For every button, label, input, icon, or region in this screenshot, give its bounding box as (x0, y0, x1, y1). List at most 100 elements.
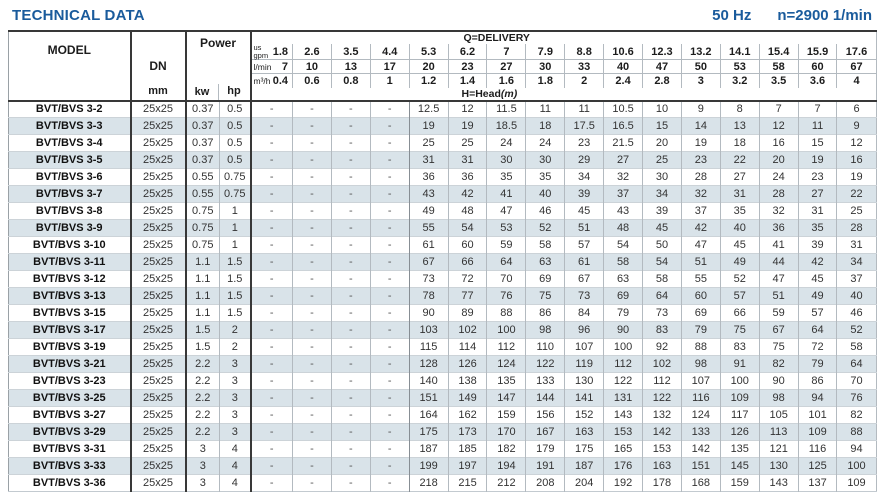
dn-cell: 25x25 (130, 202, 187, 220)
head-cell: 86 (525, 304, 565, 322)
delivery-header-label: Q=DELIVERY (463, 32, 530, 44)
head-cell: 25 (642, 151, 682, 169)
delivery-value: 3.5 (330, 44, 371, 60)
head-cell: 116 (680, 389, 721, 407)
head-cell: 151 (680, 457, 721, 475)
head-cell: 215 (447, 474, 487, 492)
head-cell: 77 (447, 287, 487, 305)
head-cell: 110 (525, 338, 565, 356)
head-cell: 79 (680, 321, 721, 339)
delivery-value: 3 (680, 73, 721, 88)
delivery-value: 1.8 (272, 45, 288, 58)
head-cell: 60 (680, 287, 721, 305)
head-cell: 31 (719, 185, 760, 203)
head-cell: 112 (642, 372, 682, 390)
head-cell: 55 (408, 219, 449, 237)
head-cell: 22 (836, 185, 877, 203)
dash-cell: - (330, 321, 371, 339)
head-cell: 39 (642, 202, 682, 220)
kw-cell: 1.5 (185, 338, 220, 356)
table-row: BVT/BVS 3-19 25x25 1.5 2- - - -115 114 112 110 107… (8, 338, 877, 356)
head-cell: 78 (408, 287, 449, 305)
head-cell: 46 (836, 304, 877, 322)
dash-cell: - (292, 270, 332, 288)
delivery-unit-cell: l/min 7 (250, 59, 293, 74)
dash-cell: - (369, 474, 410, 492)
head-cell: 47 (758, 270, 799, 288)
hp-cell: 1 (219, 202, 252, 220)
head-cell: 140 (408, 372, 449, 390)
kw-cell: 0.55 (185, 185, 220, 203)
dash-cell: - (369, 151, 410, 169)
head-cell: 6 (836, 100, 877, 118)
delivery-value: 2.6 (292, 44, 332, 60)
head-cell: 76 (836, 389, 877, 407)
head-cell: 16.5 (603, 117, 643, 135)
table-row: BVT/BVS 3-11 25x25 1.1 1.5- - - -67 66 64 63 61 58 5… (8, 253, 877, 271)
delivery-value: 10 (292, 59, 332, 74)
head-cell: 126 (719, 423, 760, 441)
head-cell: 52 (525, 219, 565, 237)
delivery-value: 5.3 (408, 44, 449, 60)
dn-cell: 25x25 (130, 355, 187, 373)
head-cell: 69 (603, 287, 643, 305)
head-cell: 178 (642, 474, 682, 492)
head-cell: 25 (408, 134, 449, 152)
head-cell: 23 (680, 151, 721, 169)
head-cell: 12 (447, 100, 487, 118)
head-cell: 50 (642, 236, 682, 254)
head-cell: 101 (797, 406, 837, 424)
head-cell: 92 (642, 338, 682, 356)
head-cell: 57 (797, 304, 837, 322)
dash-cell: - (250, 355, 293, 373)
head-cell: 98 (680, 355, 721, 373)
head-cell: 34 (836, 253, 877, 271)
head-cell: 72 (797, 338, 837, 356)
head-cell: 42 (680, 219, 721, 237)
kw-cell: 1.1 (185, 270, 220, 288)
hp-cell: 0.75 (219, 185, 252, 203)
table-row: BVT/BVS 3-29 25x25 2.2 3- - - -175 173 170 167 163… (8, 423, 877, 441)
delivery-row-m3h: m³/h 0.4 0.6 0.8 1 1.2 1.4 1.6 1.8 2 2.4 2.8 3 3.2 3.5… (9, 73, 877, 88)
head-cell: 121 (758, 440, 799, 458)
delivery-row-usgpm: us gpm 1.8 2.6 3.5 4.4 5.3 6.2 7 7.9 8.8 10.6 12.3 13… (9, 44, 877, 60)
kw-cell: 0.37 (185, 134, 220, 152)
model-cell: BVT/BVS 3-2 (8, 100, 132, 118)
dash-cell: - (292, 202, 332, 220)
head-cell: 39 (797, 236, 837, 254)
head-cell: 72 (447, 270, 487, 288)
dash-cell: - (250, 253, 293, 271)
hp-cell: 1.5 (219, 287, 252, 305)
dash-cell: - (369, 168, 410, 186)
delivery-value: 4.4 (369, 44, 410, 60)
kw-cell: 0.37 (185, 100, 220, 118)
dn-cell: 25x25 (130, 338, 187, 356)
head-cell: 35 (525, 168, 565, 186)
dash-cell: - (250, 321, 293, 339)
head-cell: 156 (525, 406, 565, 424)
head-cell: 11.5 (486, 100, 526, 118)
hp-cell: 0.75 (219, 168, 252, 186)
head-cell: 55 (680, 270, 721, 288)
head-cell: 105 (758, 406, 799, 424)
head-cell: 187 (408, 440, 449, 458)
head-cell: 51 (680, 253, 721, 271)
model-cell: BVT/BVS 3-12 (8, 270, 132, 288)
hp-cell: 4 (219, 457, 252, 475)
dn-cell: 25x25 (130, 474, 187, 492)
dash-cell: - (250, 338, 293, 356)
delivery-unit-cell: m³/h 0.4 (251, 74, 293, 88)
dash-cell: - (292, 372, 332, 390)
dash-cell: - (369, 134, 410, 152)
head-cell: 37 (836, 270, 877, 288)
dash-cell: - (292, 355, 332, 373)
kw-cell: 0.37 (185, 117, 220, 135)
head-cell: 98 (758, 389, 799, 407)
head-cell: 47 (486, 202, 526, 220)
head-cell: 194 (486, 457, 526, 475)
head-cell: 107 (564, 338, 604, 356)
head-cell: 67 (408, 253, 449, 271)
dash-cell: - (292, 440, 332, 458)
dash-cell: - (292, 474, 332, 492)
model-cell: BVT/BVS 3-29 (8, 423, 132, 441)
